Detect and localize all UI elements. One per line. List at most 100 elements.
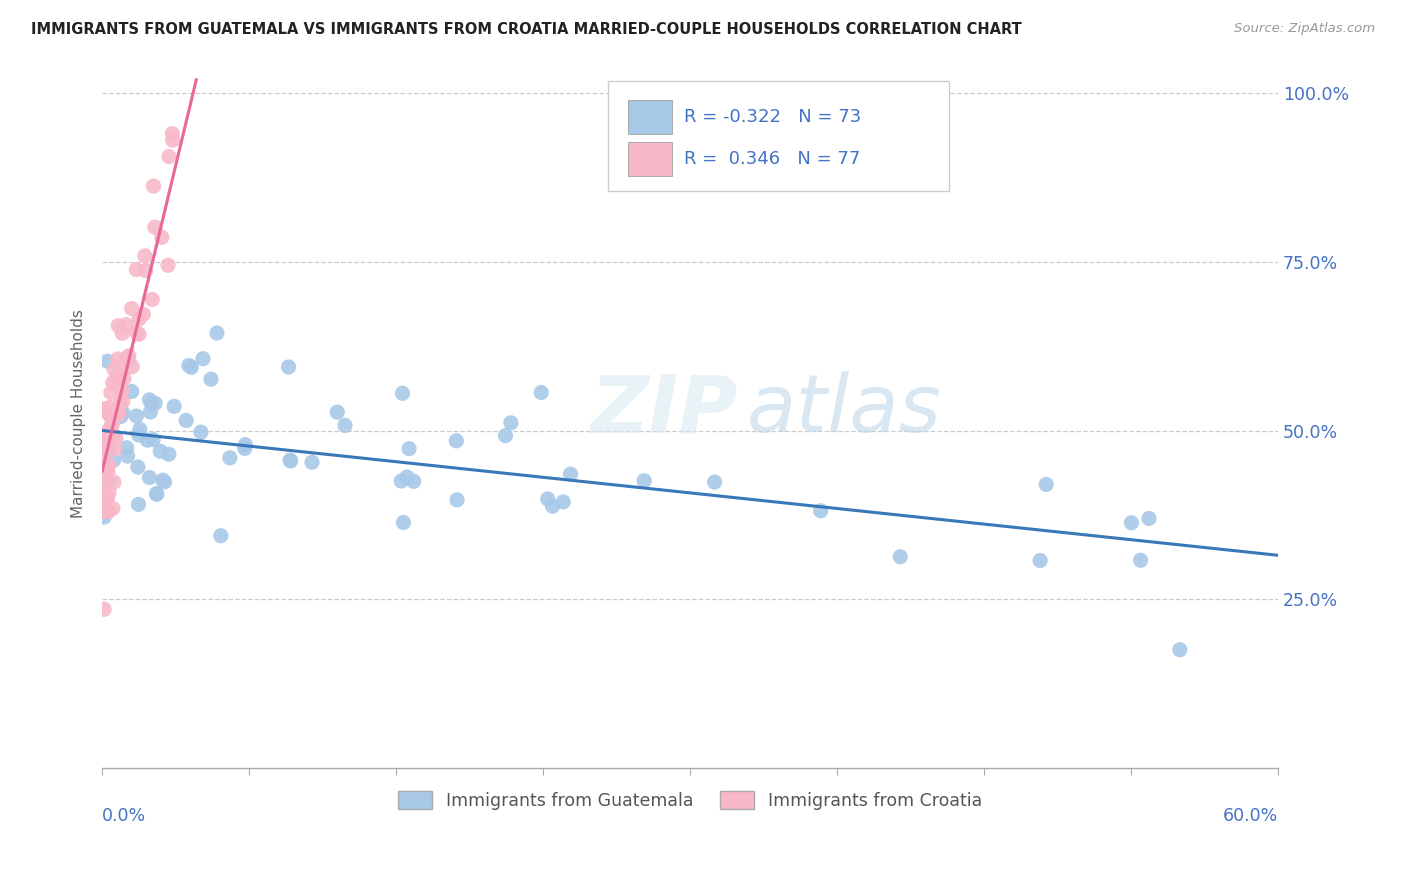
Point <box>103 453 125 467</box>
Point <box>127 498 149 512</box>
Point <box>97 442 120 456</box>
Point <box>1121 516 1143 530</box>
Point <box>97 405 120 419</box>
Text: Source: ZipAtlas.com: Source: ZipAtlas.com <box>1234 22 1375 36</box>
Point <box>96 458 118 472</box>
Point <box>96 354 118 368</box>
Text: IMMIGRANTS FROM GUATEMALA VS IMMIGRANTS FROM CROATIA MARRIED-COUPLE HOUSEHOLDS C: IMMIGRANTS FROM GUATEMALA VS IMMIGRANTS … <box>31 22 1022 37</box>
Point <box>94 439 117 453</box>
Point <box>156 258 179 272</box>
Point <box>162 127 184 141</box>
Point <box>530 385 553 400</box>
Point <box>100 418 122 433</box>
Point <box>100 385 122 400</box>
Point <box>93 504 115 518</box>
Text: 0.0%: 0.0% <box>103 806 146 824</box>
Point <box>107 351 129 366</box>
Point <box>446 434 468 448</box>
Point <box>111 383 134 397</box>
Point <box>93 464 115 478</box>
Point <box>93 504 115 518</box>
Point <box>495 428 517 442</box>
Point <box>117 351 139 365</box>
Point <box>326 405 349 419</box>
Point <box>98 485 121 500</box>
Point <box>125 409 148 423</box>
Point <box>138 470 160 484</box>
Point <box>94 465 117 479</box>
Point <box>97 491 120 505</box>
Point <box>93 510 115 524</box>
Text: 60.0%: 60.0% <box>1223 806 1278 824</box>
Point <box>100 406 122 420</box>
Point <box>110 409 132 424</box>
Point <box>446 492 468 507</box>
Point <box>115 318 138 332</box>
Point <box>96 492 118 507</box>
Point <box>94 457 117 471</box>
Point <box>98 408 121 422</box>
Point <box>143 396 166 410</box>
Point <box>157 447 180 461</box>
Point <box>889 549 911 564</box>
Point <box>703 475 725 489</box>
Point <box>136 433 159 447</box>
Point <box>145 487 167 501</box>
Point <box>205 326 228 340</box>
Point <box>128 428 150 442</box>
Point <box>142 179 165 194</box>
Point <box>104 431 127 445</box>
Point <box>103 409 125 424</box>
Point <box>177 359 200 373</box>
Point <box>174 413 197 427</box>
Point <box>100 408 122 422</box>
Point <box>104 442 127 457</box>
Point <box>93 602 115 616</box>
Point <box>398 442 420 456</box>
Text: R = -0.322   N = 73: R = -0.322 N = 73 <box>685 108 862 126</box>
Y-axis label: Married-couple Households: Married-couple Households <box>72 310 86 518</box>
Point <box>233 442 256 456</box>
Point <box>180 360 202 375</box>
Point <box>396 470 419 484</box>
FancyBboxPatch shape <box>607 81 949 191</box>
Point <box>128 312 150 326</box>
Point <box>135 263 157 277</box>
Point <box>110 396 132 410</box>
Point <box>1035 477 1057 491</box>
Point <box>1129 553 1152 567</box>
Point <box>125 262 148 277</box>
Point <box>91 456 114 470</box>
Point <box>93 458 115 472</box>
Point <box>537 491 560 506</box>
Point <box>235 438 257 452</box>
Point <box>112 371 135 385</box>
Point <box>152 473 174 487</box>
Point <box>633 474 655 488</box>
Point <box>107 318 129 333</box>
Point <box>101 426 124 441</box>
Point <box>392 516 415 530</box>
Point <box>143 220 166 235</box>
Point <box>142 433 165 447</box>
Point <box>111 356 134 370</box>
Point <box>118 349 141 363</box>
Point <box>101 427 124 442</box>
Point <box>111 326 134 341</box>
Point <box>278 453 301 467</box>
Text: atlas: atlas <box>747 371 941 449</box>
Point <box>118 353 141 368</box>
Text: ZIP: ZIP <box>591 371 738 449</box>
Point <box>145 486 167 500</box>
Point <box>94 460 117 475</box>
Point <box>97 475 120 489</box>
Point <box>810 504 832 518</box>
Point <box>141 293 163 307</box>
Point <box>125 326 148 340</box>
Point <box>103 362 125 376</box>
Point <box>115 441 138 455</box>
Point <box>277 359 299 374</box>
Point <box>200 372 222 386</box>
Point <box>94 455 117 469</box>
Point <box>149 444 172 458</box>
